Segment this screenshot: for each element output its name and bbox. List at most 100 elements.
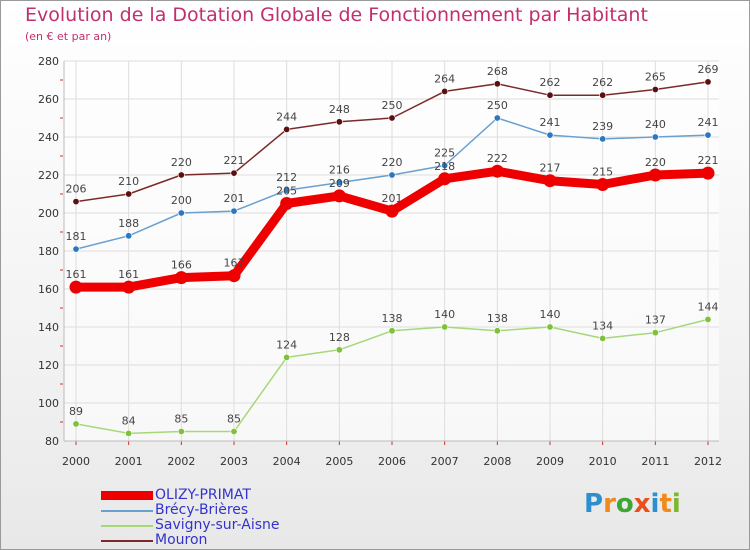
data-label-brecy-brieres-2009: 241 <box>540 116 561 129</box>
point-olizy-primat-2002 <box>174 271 188 285</box>
x-tick-label-2008: 2008 <box>483 455 511 468</box>
chart-subtitle: (en € et par an) <box>25 30 112 43</box>
point-savigny-sur-aisne-2007 <box>441 323 449 331</box>
logo-letter: P <box>584 489 604 519</box>
point-savigny-sur-aisne-2012 <box>704 315 712 323</box>
data-label-mouron-2004: 244 <box>276 110 297 123</box>
y-tick-label-260: 260 <box>38 93 59 106</box>
point-mouron-2006 <box>388 114 396 122</box>
data-label-savigny-sur-aisne-2008: 138 <box>487 312 508 325</box>
data-label-olizy-primat-2003: 167 <box>224 257 245 270</box>
point-mouron-2010 <box>599 91 607 99</box>
point-savigny-sur-aisne-2002 <box>177 427 185 435</box>
logo-letter: t <box>659 489 672 519</box>
data-label-brecy-brieres-2012: 241 <box>698 116 719 129</box>
point-brecy-brieres-2010 <box>599 135 607 143</box>
data-label-brecy-brieres-2007: 225 <box>434 147 455 160</box>
data-label-brecy-brieres-2006: 220 <box>382 156 403 169</box>
y-tick-label-100: 100 <box>38 397 59 410</box>
data-label-savigny-sur-aisne-2007: 140 <box>434 308 455 321</box>
point-olizy-primat-2011 <box>648 168 662 182</box>
proxiti-logo: Proxiti <box>584 489 681 519</box>
point-savigny-sur-aisne-2001 <box>125 429 133 437</box>
y-tick-label-140: 140 <box>38 321 59 334</box>
point-brecy-brieres-2012 <box>704 131 712 139</box>
point-savigny-sur-aisne-2010 <box>599 334 607 342</box>
point-olizy-primat-2004 <box>280 197 294 210</box>
data-label-mouron-2010: 262 <box>592 76 613 89</box>
point-olizy-primat-2003 <box>227 269 241 283</box>
legend-label-brecy-brieres: Brécy-Brières <box>155 502 249 518</box>
point-olizy-primat-2000 <box>69 280 83 294</box>
point-savigny-sur-aisne-2011 <box>651 329 659 337</box>
data-label-brecy-brieres-2003: 201 <box>224 192 245 205</box>
legend-label-savigny-sur-aisne: Savigny-sur-Aisne <box>155 517 280 533</box>
legend-swatch-savigny-sur-aisne <box>101 525 153 527</box>
point-olizy-primat-2010 <box>596 178 610 191</box>
point-brecy-brieres-2008 <box>493 114 501 122</box>
legend-label-mouron: Mouron <box>155 532 208 548</box>
point-mouron-2007 <box>441 87 449 95</box>
x-tick-label-2003: 2003 <box>220 455 248 468</box>
data-label-brecy-brieres-2002: 200 <box>171 194 192 207</box>
point-mouron-2002 <box>177 171 185 179</box>
data-label-olizy-primat-2008: 222 <box>487 152 508 165</box>
data-label-savigny-sur-aisne-2011: 137 <box>645 314 666 327</box>
data-label-mouron-2000: 206 <box>66 183 87 196</box>
data-label-savigny-sur-aisne-2003: 85 <box>227 413 241 426</box>
point-brecy-brieres-2009 <box>546 131 554 139</box>
logo-letter: r <box>603 489 616 519</box>
point-brecy-brieres-2006 <box>388 171 396 179</box>
y-tick-label-240: 240 <box>38 131 59 144</box>
data-label-mouron-2006: 250 <box>382 99 403 112</box>
data-label-olizy-primat-2006: 201 <box>382 192 403 205</box>
logo-letter: o <box>615 489 634 519</box>
point-mouron-2009 <box>546 91 554 99</box>
point-mouron-2008 <box>493 80 501 88</box>
x-tick-label-2009: 2009 <box>536 455 564 468</box>
y-tick-label-280: 280 <box>38 55 59 68</box>
point-olizy-primat-2001 <box>122 280 136 294</box>
x-tick-label-2004: 2004 <box>273 455 301 468</box>
y-tick-label-180: 180 <box>38 245 59 258</box>
x-tick-label-2011: 2011 <box>641 455 669 468</box>
y-tick-label-200: 200 <box>38 207 59 220</box>
data-label-mouron-2002: 220 <box>171 156 192 169</box>
x-tick-label-2007: 2007 <box>431 455 459 468</box>
point-brecy-brieres-2001 <box>125 232 133 240</box>
point-olizy-primat-2012 <box>701 166 715 180</box>
y-tick-label-80: 80 <box>45 435 59 448</box>
data-label-mouron-2008: 268 <box>487 65 508 78</box>
data-label-savigny-sur-aisne-2001: 84 <box>122 414 136 427</box>
data-label-olizy-primat-2012: 221 <box>698 154 719 167</box>
point-mouron-2005 <box>335 118 343 126</box>
data-label-brecy-brieres-2011: 240 <box>645 118 666 131</box>
point-brecy-brieres-2005 <box>335 179 343 187</box>
data-label-olizy-primat-2007: 218 <box>434 160 455 173</box>
point-brecy-brieres-2011 <box>651 133 659 141</box>
x-tick-label-2001: 2001 <box>115 455 143 468</box>
data-label-savigny-sur-aisne-2012: 144 <box>698 300 719 313</box>
point-olizy-primat-2007 <box>438 172 452 186</box>
x-tick-label-2006: 2006 <box>378 455 406 468</box>
data-label-brecy-brieres-2005: 216 <box>329 164 350 177</box>
legend-swatch-brecy-brieres <box>101 510 153 512</box>
data-label-savigny-sur-aisne-2002: 85 <box>174 413 188 426</box>
data-label-savigny-sur-aisne-2004: 124 <box>276 338 297 351</box>
point-brecy-brieres-2000 <box>72 245 80 253</box>
data-label-savigny-sur-aisne-2005: 128 <box>329 331 350 344</box>
y-tick-label-120: 120 <box>38 359 59 372</box>
y-tick-label-220: 220 <box>38 169 59 182</box>
data-label-olizy-primat-2010: 215 <box>592 166 613 179</box>
logo-letter: x <box>633 489 651 519</box>
data-label-olizy-primat-2000: 161 <box>66 268 87 281</box>
point-olizy-primat-2008 <box>490 164 504 178</box>
point-savigny-sur-aisne-2000 <box>72 420 80 428</box>
data-label-brecy-brieres-2008: 250 <box>487 99 508 112</box>
data-label-mouron-2003: 221 <box>224 154 245 167</box>
legend-label-olizy-primat: OLIZY-PRIMAT <box>155 487 251 503</box>
point-savigny-sur-aisne-2004 <box>283 353 291 361</box>
data-label-brecy-brieres-2000: 181 <box>66 230 87 243</box>
legend-swatch-olizy-primat <box>101 491 153 500</box>
point-olizy-primat-2009 <box>543 174 557 188</box>
